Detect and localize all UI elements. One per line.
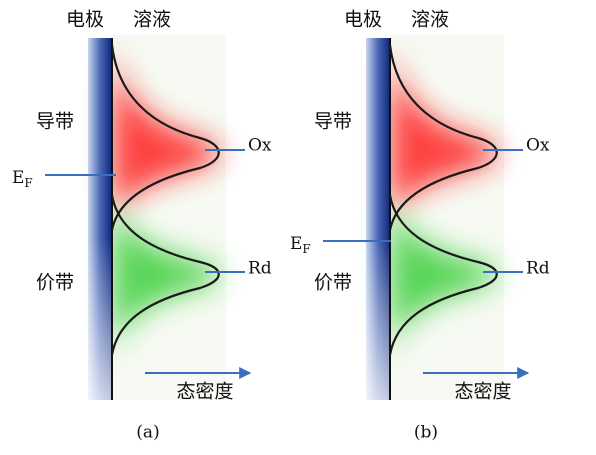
solution-bg (390, 35, 504, 400)
conduction-band-label: 导带 (314, 111, 352, 133)
rd-curve (110, 194, 220, 356)
panel: 电极 溶液 导带 价带 EF Ox Rd 态密度 (a) (12, 9, 272, 443)
dos-label: 态密度 (454, 381, 511, 403)
fermi-label: EF (12, 168, 33, 190)
dos-label: 态密度 (176, 381, 233, 403)
valence-band-label: 价带 (36, 272, 74, 294)
electrode-label: 电极 (66, 9, 104, 31)
rd-label: Rd (526, 259, 550, 279)
electrode-label: 电极 (344, 9, 382, 31)
fermi-label: EF (290, 234, 311, 256)
ox-label: Ox (526, 136, 550, 156)
solution-label: 溶液 (411, 9, 449, 31)
ox-density (112, 45, 219, 215)
rd-density (390, 200, 497, 355)
caption: (a) (136, 423, 159, 443)
caption: (b) (414, 423, 438, 443)
rd-density (112, 200, 219, 355)
solution-bg (112, 35, 226, 400)
ox-curve (110, 44, 220, 231)
solution-label: 溶液 (133, 9, 171, 31)
ox-label: Ox (248, 136, 272, 156)
valence-band-label: 价带 (314, 272, 352, 294)
ox-density (390, 45, 497, 215)
panel: 电极 溶液 导带 价带 EF Ox Rd 态密度 (b) (290, 9, 550, 443)
ox-curve (388, 44, 498, 231)
conduction-band-label: 导带 (36, 111, 74, 133)
rd-label: Rd (248, 259, 272, 279)
rd-curve (388, 194, 498, 356)
